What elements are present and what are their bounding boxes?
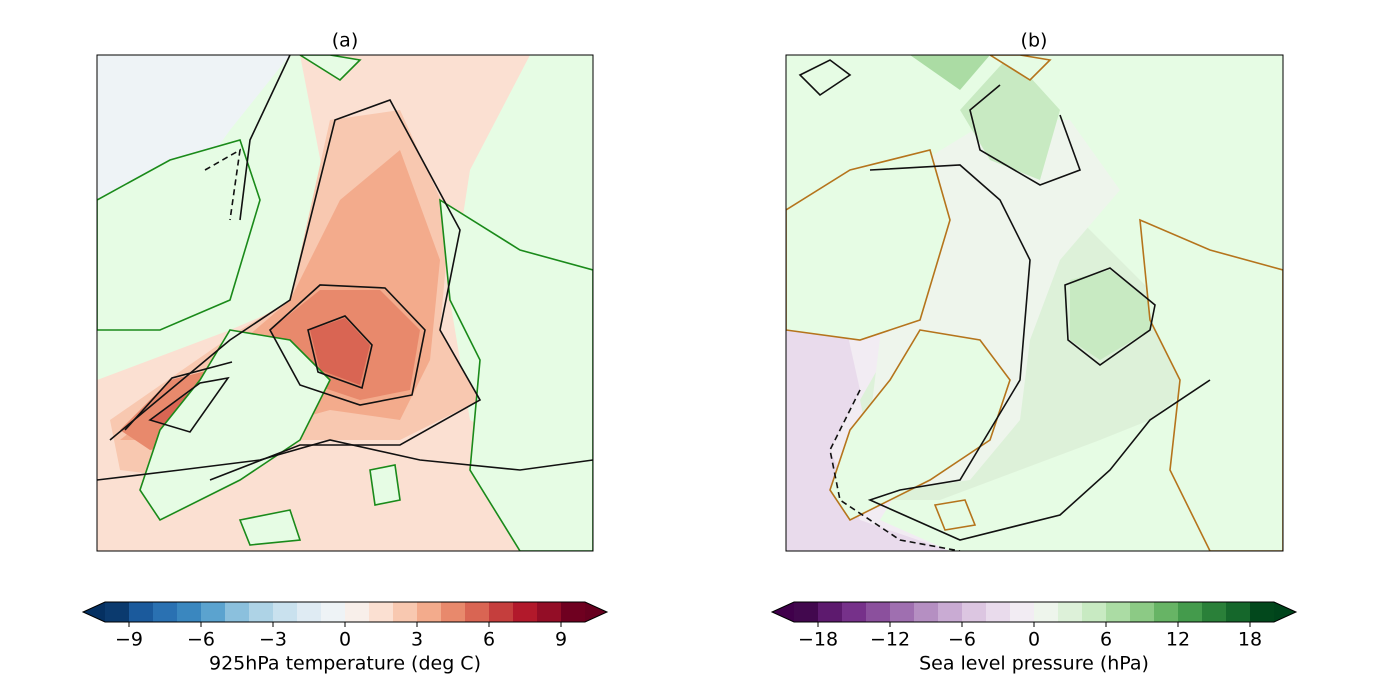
colorbar-segment	[1130, 602, 1155, 622]
colorbar-tick-label: 12	[1166, 629, 1190, 651]
colorbar-segment	[489, 602, 514, 622]
colorbar-segment	[1082, 602, 1107, 622]
colorbar-tick-label: 3	[411, 629, 423, 651]
map-a	[97, 55, 593, 551]
colorbar-tick-label: 9	[555, 629, 567, 651]
colorbar-label: Sea level pressure (hPa)	[919, 653, 1149, 675]
colorbar-segment	[1178, 602, 1203, 622]
colorbar-segment	[417, 602, 442, 622]
colorbar-segment	[393, 602, 418, 622]
colorbar-segment	[986, 602, 1011, 622]
colorbar-segment	[465, 602, 490, 622]
colorbar-segment	[129, 602, 154, 622]
colorbar-segment	[794, 602, 819, 622]
colorbar-segment	[369, 602, 394, 622]
colorbar-outline	[770, 601, 1298, 623]
colorbar-extend	[772, 602, 794, 622]
colorbar-segment	[153, 602, 178, 622]
colorbar-segment	[1226, 602, 1251, 622]
colorbar-tick-label: 0	[1028, 629, 1040, 651]
colorbar-tick-label: −3	[259, 629, 287, 651]
colorbar-extend	[83, 602, 105, 622]
colorbar-segment	[1154, 602, 1179, 622]
colorbar-segment	[962, 602, 987, 622]
colorbar-segment	[177, 602, 202, 622]
map-b	[786, 55, 1283, 551]
colorbar-segment	[1034, 602, 1059, 622]
colorbar-segment	[321, 602, 346, 622]
colorbar-tick-label: −18	[798, 629, 838, 651]
colorbar-tick-label: −9	[115, 629, 143, 651]
colorbar-segment	[537, 602, 562, 622]
colorbar-segment	[1058, 602, 1083, 622]
colorbar-tick-label: 6	[1100, 629, 1112, 651]
colorbar-tick-label: 18	[1238, 629, 1262, 651]
colorbar-segment	[842, 602, 867, 622]
map-frame	[785, 54, 1284, 552]
colorbar-segment	[890, 602, 915, 622]
colorbar-segment	[938, 602, 963, 622]
colorbar-tick-label: −6	[187, 629, 215, 651]
colorbar-segment	[561, 602, 586, 622]
colorbar-segment	[225, 602, 250, 622]
panel-title: (a)	[332, 30, 358, 52]
colorbar-segment	[1250, 602, 1275, 622]
colorbar-tick-label: 6	[483, 629, 495, 651]
colorbar-label: 925hPa temperature (deg C)	[209, 653, 481, 675]
colorbar-outline	[81, 601, 609, 623]
colorbar-extend	[585, 602, 607, 622]
panel-title: (b)	[1021, 30, 1048, 52]
colorbar-segment	[273, 602, 298, 622]
colorbar-segment	[818, 602, 843, 622]
colorbar-segment	[1106, 602, 1131, 622]
colorbar-tick-label: 0	[339, 629, 351, 651]
colorbar-segment	[297, 602, 322, 622]
map-frame	[96, 54, 594, 552]
colorbar-segment	[914, 602, 939, 622]
colorbar-tick-label: −6	[948, 629, 976, 651]
colorbar-segment	[201, 602, 226, 622]
colorbar-segment	[249, 602, 274, 622]
colorbar-segment	[513, 602, 538, 622]
colorbar-segment	[1202, 602, 1227, 622]
colorbar-segment	[866, 602, 891, 622]
colorbar-segment	[105, 602, 130, 622]
colorbar-segment	[1010, 602, 1035, 622]
colorbar-segment	[441, 602, 466, 622]
colorbar-extend	[1274, 602, 1296, 622]
colorbar-tick-label: −12	[870, 629, 910, 651]
colorbar-segment	[345, 602, 370, 622]
